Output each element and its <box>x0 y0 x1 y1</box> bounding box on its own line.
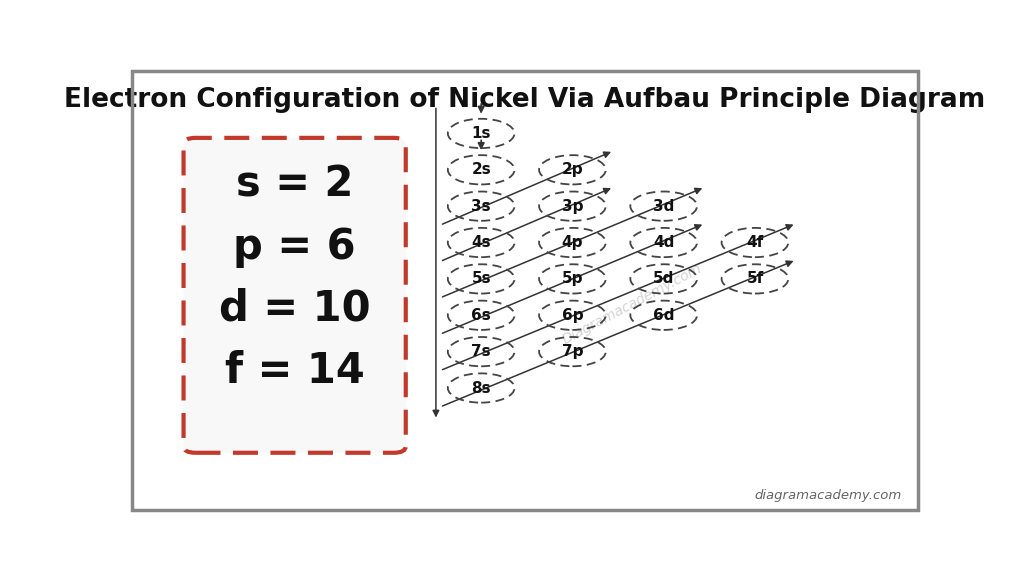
Text: 4d: 4d <box>653 235 675 250</box>
Text: diagramacademy.com: diagramacademy.com <box>755 488 902 502</box>
Text: 3p: 3p <box>562 199 583 214</box>
Text: 3s: 3s <box>471 199 490 214</box>
Text: p = 6: p = 6 <box>233 226 356 267</box>
Text: Electron Configuration of Nickel Via Aufbau Principle Diagram: Electron Configuration of Nickel Via Auf… <box>65 87 985 113</box>
Text: 7p: 7p <box>562 344 583 359</box>
Text: 5s: 5s <box>471 271 490 286</box>
Text: 1s: 1s <box>471 126 490 141</box>
Text: 7s: 7s <box>471 344 490 359</box>
Text: 6d: 6d <box>653 308 675 323</box>
Text: 4p: 4p <box>562 235 583 250</box>
Text: 2s: 2s <box>471 162 492 177</box>
Text: 4s: 4s <box>471 235 490 250</box>
Text: 6s: 6s <box>471 308 492 323</box>
Text: 5p: 5p <box>562 271 583 286</box>
Text: 8s: 8s <box>471 381 490 396</box>
Text: 5d: 5d <box>653 271 675 286</box>
Text: s = 2: s = 2 <box>236 164 353 206</box>
Text: 4f: 4f <box>746 235 764 250</box>
Text: 3d: 3d <box>653 199 675 214</box>
Text: Diagramacademy.com: Diagramacademy.com <box>560 262 705 347</box>
Text: 6p: 6p <box>561 308 584 323</box>
Text: 2p: 2p <box>561 162 584 177</box>
Text: d = 10: d = 10 <box>219 287 371 329</box>
Text: f = 14: f = 14 <box>225 350 365 392</box>
Text: 5f: 5f <box>746 271 764 286</box>
FancyBboxPatch shape <box>183 138 406 453</box>
